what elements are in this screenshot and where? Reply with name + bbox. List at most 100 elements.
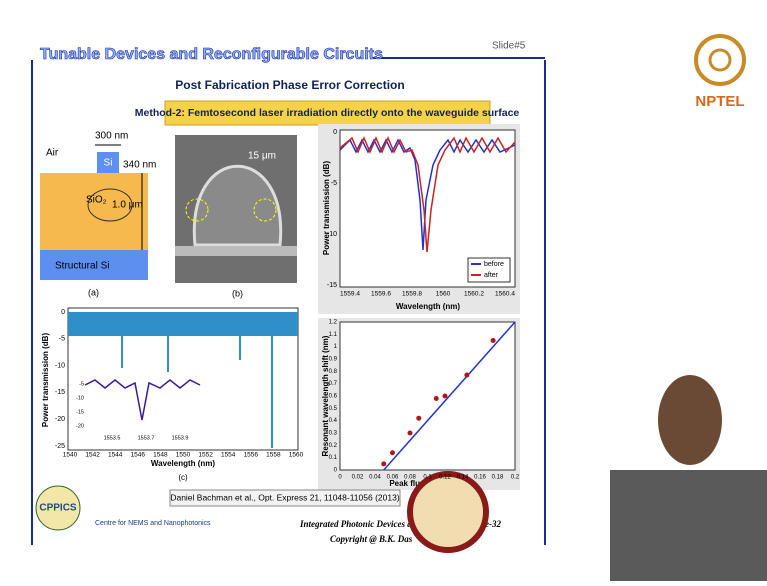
label: 1.0 μm	[112, 200, 143, 211]
x-tick-label: 0.02	[352, 475, 364, 481]
citation: Daniel Bachman et al., Opt. Express 21, …	[170, 492, 399, 502]
axis-label: Wavelength (nm)	[396, 302, 460, 311]
logo-text: NPTEL	[695, 93, 744, 110]
page: Tunable Devices and Reconfigurable Circu…	[0, 0, 767, 581]
caption: (b)	[232, 288, 243, 298]
inset-tick-label: 1553.9	[172, 435, 189, 441]
data-point	[408, 431, 413, 436]
axis-label: Power transmission (dB)	[41, 333, 50, 428]
caption: (c)	[178, 473, 188, 482]
x-tick-label: 0.2	[511, 475, 520, 481]
label: 300 nm	[95, 131, 128, 142]
x-tick-label: 1540	[63, 452, 78, 459]
y-tick-label: 1.2	[329, 320, 338, 326]
data-point	[416, 416, 421, 421]
method: Method-2: Femtosecond laser irradiation …	[135, 107, 520, 119]
y-tick-label: -25	[55, 443, 65, 450]
label: SiO₂	[86, 195, 107, 206]
legend-label: before	[484, 261, 504, 268]
x-tick-label: 0.14	[457, 475, 469, 481]
label: Air	[46, 148, 59, 159]
slide: Tunable Devices and Reconfigurable Circu…	[0, 0, 767, 581]
bus-waveguide	[175, 246, 297, 256]
x-tick-label: 1556	[244, 452, 259, 459]
sio2-layer	[40, 173, 148, 250]
logo-emblem	[696, 36, 744, 84]
data-point	[443, 394, 448, 399]
axis-label: Power transmission (dB)	[322, 161, 331, 256]
inset-tick-label: -5	[79, 381, 84, 387]
label: 15 μm	[248, 151, 276, 162]
y-tick-label: -20	[55, 416, 65, 423]
x-tick-label: 1560	[289, 452, 304, 459]
spectrum-band	[68, 312, 298, 336]
x-tick-label: 1559.8	[402, 291, 422, 298]
y-tick-label: 0.1	[329, 455, 338, 461]
legend-label: after	[484, 272, 499, 279]
inset-tick-label: -15	[76, 409, 84, 415]
x-tick-label: 0.12	[439, 475, 451, 481]
slide-number: Slide#5	[492, 41, 526, 52]
x-tick-label: 1546	[131, 452, 146, 459]
x-tick-label: 0.1	[423, 475, 432, 481]
x-tick-label: 1558	[266, 452, 281, 459]
subtitle: Post Fabrication Phase Error Correction	[175, 78, 404, 92]
x-tick-label: 0.04	[369, 475, 381, 481]
label: Si	[104, 158, 113, 169]
y-tick-label: 0.2	[329, 443, 338, 449]
inset-tick-label: -20	[76, 423, 84, 429]
x-tick-label: 1560.2	[464, 291, 484, 298]
y-tick-label: -10	[55, 362, 65, 369]
x-tick-label: 1559.6	[371, 291, 391, 298]
x-tick-label: 1560.4	[495, 291, 515, 298]
y-tick-label: 0.7	[329, 381, 338, 387]
y-tick-label: -10	[327, 231, 337, 238]
y-tick-label: 0.6	[329, 394, 338, 400]
presenter-body	[610, 470, 767, 581]
y-tick-label: 0.8	[329, 369, 338, 375]
x-tick-label: 1544	[108, 452, 123, 459]
y-tick-label: 1.1	[329, 332, 338, 338]
y-tick-label: 0	[61, 309, 65, 316]
y-tick-label: -5	[59, 336, 65, 343]
copyright: Copyright @ B.K. Das	[330, 534, 413, 544]
label: Structural Si	[55, 261, 109, 272]
axis-label: Wavelength (nm)	[151, 459, 215, 468]
title: Tunable Devices and Reconfigurable Circu…	[40, 46, 383, 63]
x-tick-label: 0.08	[404, 475, 416, 481]
data-point	[390, 450, 395, 455]
inset-tick-label: 1553.7	[138, 435, 155, 441]
x-tick-label: 1554	[221, 452, 236, 459]
x-tick-label: 1542	[85, 452, 100, 459]
x-tick-label: 1548	[153, 452, 168, 459]
inset-tick-label: -10	[76, 395, 84, 401]
caption: (a)	[88, 287, 99, 297]
y-tick-label: 0.3	[329, 431, 338, 437]
y-tick-label: 0.4	[329, 418, 338, 424]
cppics: CPPICS	[39, 503, 77, 514]
x-tick-label: 1552	[198, 452, 213, 459]
y-tick-label: -15	[55, 389, 65, 396]
data-point	[491, 338, 496, 343]
iit-logo	[410, 474, 486, 550]
y-tick-label: 0.5	[329, 406, 338, 412]
x-tick-label: 0.06	[387, 475, 399, 481]
data-point	[434, 396, 439, 401]
presenter-head	[658, 375, 722, 465]
x-tick-label: 0.16	[474, 475, 486, 481]
centre: Centre for NEMS and Nanophotonics	[95, 520, 211, 527]
y-tick-label: -15	[327, 282, 337, 289]
x-tick-label: 1560	[436, 291, 451, 298]
x-tick-label: 0.18	[492, 475, 504, 481]
inset-tick-label: 1553.5	[104, 435, 121, 441]
y-tick-label: -5	[331, 180, 337, 187]
label: 340 nm	[123, 160, 156, 171]
x-tick-label: 1559.4	[340, 291, 360, 298]
x-tick-label: 1550	[176, 452, 191, 459]
data-point	[381, 461, 386, 466]
y-tick-label: 0	[333, 129, 337, 136]
plot-frame	[340, 322, 515, 470]
data-point	[464, 373, 469, 378]
y-tick-label: 0.9	[329, 357, 338, 363]
logo-emblem	[710, 50, 730, 70]
